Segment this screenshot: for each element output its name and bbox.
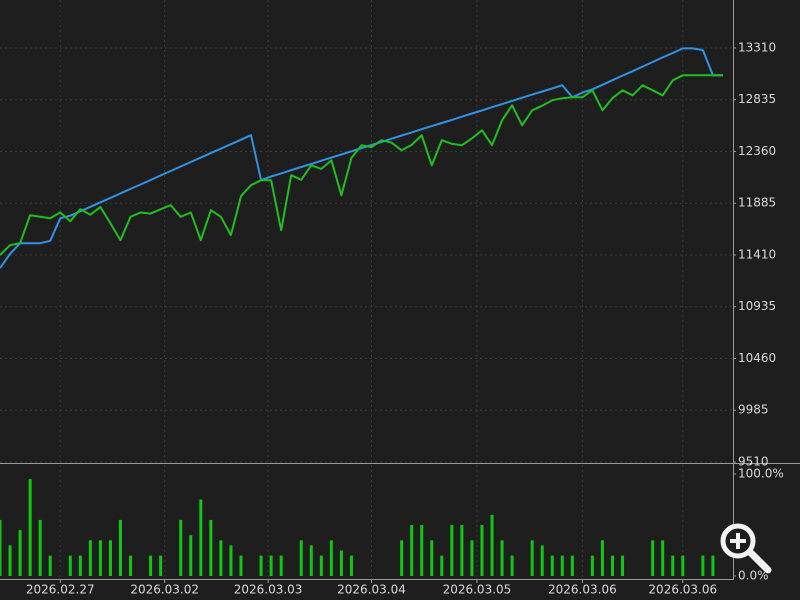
load-bar (0, 519, 2, 576)
load-bar (410, 525, 414, 576)
load-bar (229, 545, 233, 576)
load-bar (329, 540, 333, 576)
load-bar (78, 555, 82, 576)
y-tick-label: 12360 (738, 144, 776, 158)
load-bar (219, 540, 223, 576)
load-bar (209, 519, 213, 576)
load-bar (450, 525, 454, 576)
load-bar (500, 540, 504, 576)
y-tick-label: 11885 (738, 196, 776, 210)
load-bar (510, 555, 514, 576)
load-bar (98, 540, 102, 576)
load-bar (108, 540, 112, 576)
load-bar (189, 535, 193, 576)
load-bar (600, 540, 604, 576)
y-tick-label: 100.0% (738, 467, 784, 481)
y-tick-label: 11410 (738, 247, 776, 261)
load-bar (671, 555, 675, 576)
series-line (0, 47, 723, 269)
load-bar (299, 540, 303, 576)
load-bar (570, 555, 574, 576)
load-bar (420, 525, 424, 576)
load-bar (349, 555, 353, 576)
load-bar (711, 555, 715, 576)
load-bar (540, 545, 544, 576)
plot-area (0, 0, 736, 583)
load-bar (18, 530, 22, 576)
y-tick-label: 9510 (738, 455, 769, 469)
load-bar (8, 545, 12, 576)
x-tick-label: 2026.03.03 (234, 583, 303, 597)
load-bar (661, 540, 665, 576)
load-bar (480, 525, 484, 576)
load-bar (621, 555, 625, 576)
y-tick-label: 0.0% (738, 569, 769, 583)
x-tick-label: 2026.03.04 (337, 583, 406, 597)
x-tick-label: 2026.03.06 (648, 583, 717, 597)
load-bar (48, 555, 52, 576)
series-line (0, 74, 723, 256)
load-bar (490, 514, 494, 576)
load-bar (530, 540, 534, 576)
x-tick-label: 2026.03.05 (443, 583, 512, 597)
x-tick-label: 2026.03.06 (548, 583, 617, 597)
load-bar (701, 555, 705, 576)
load-bar (681, 555, 685, 576)
load-bar (430, 540, 434, 576)
load-bar (651, 540, 655, 576)
zoom-handle (746, 548, 772, 574)
load-bar (129, 555, 133, 576)
y-tick-label: 10935 (738, 299, 776, 313)
load-bar (319, 555, 323, 576)
load-bar (28, 479, 32, 576)
load-bar (179, 519, 183, 576)
load-bar (470, 540, 474, 576)
load-bar (38, 519, 42, 576)
load-bar (400, 540, 404, 576)
load-bar (560, 555, 564, 576)
x-tick-label: 2026.03.02 (130, 583, 199, 597)
load-bar (550, 555, 554, 576)
load-bar (309, 545, 313, 576)
load-bar (68, 555, 72, 576)
load-bar (199, 499, 203, 576)
load-bar (88, 540, 92, 576)
load-bar (440, 555, 444, 576)
load-bar (239, 555, 243, 576)
load-bar (339, 550, 343, 576)
y-tick-label: 10460 (738, 351, 776, 365)
load-bar (259, 555, 263, 576)
load-bar (611, 555, 615, 576)
y-tick-label: 9985 (738, 403, 769, 417)
zoom-icon[interactable] (720, 523, 772, 574)
load-bar (590, 555, 594, 576)
y-tick-label: 13310 (738, 40, 776, 54)
y-tick-label: 12835 (738, 92, 776, 106)
load-bar (460, 525, 464, 576)
load-bar (279, 555, 283, 576)
load-bar (269, 555, 273, 576)
load-bar (118, 519, 122, 576)
load-bar (149, 555, 153, 576)
load-bar (159, 555, 163, 576)
x-tick-label: 2026.02.27 (26, 583, 95, 597)
